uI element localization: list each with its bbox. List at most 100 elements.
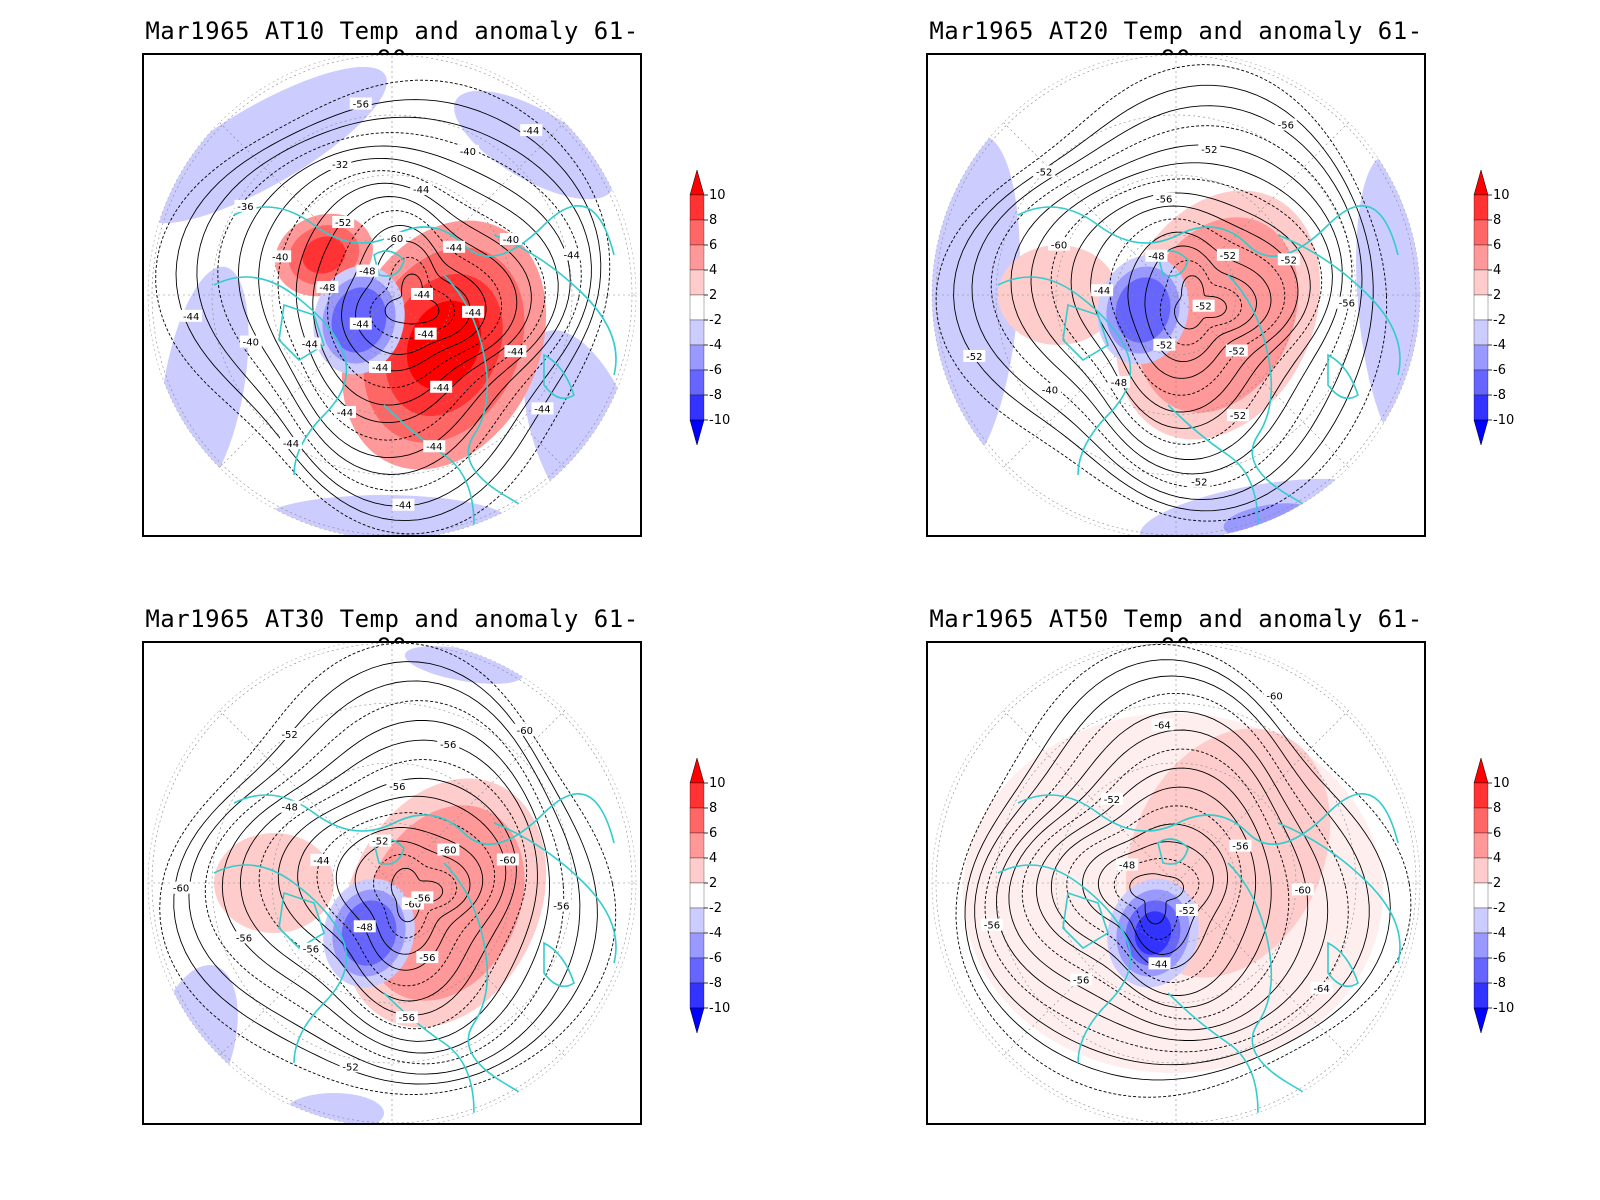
contour-label: -52 — [1175, 903, 1198, 917]
contour-label-text: -48 — [359, 267, 375, 278]
anomaly-cold-region — [284, 1093, 384, 1123]
contour-label-bg — [443, 240, 466, 253]
contour-label-bg — [1033, 165, 1056, 178]
contour-label-text: -56 — [389, 782, 405, 793]
colorbar-tip-max — [1473, 757, 1489, 784]
contour-label: -52 — [1277, 253, 1300, 266]
coastline-path — [1327, 941, 1359, 988]
colorbar-swatch — [1473, 269, 1489, 296]
contour-label-bg — [369, 361, 392, 374]
contour-label-bg — [1310, 981, 1333, 994]
contour-label-bg — [462, 305, 485, 318]
anomaly-cold-region — [254, 495, 514, 535]
contour-label-text: -60 — [387, 234, 403, 245]
temperature-contour — [258, 759, 528, 1030]
contour-label: -48 — [356, 264, 379, 278]
contour-label: -56 — [232, 931, 255, 944]
temperature-contour — [237, 145, 571, 475]
contour-label: -52 — [1100, 792, 1123, 806]
contour-label-text: -40 — [1042, 385, 1058, 396]
coastline-path — [1167, 404, 1259, 526]
temperature-contour — [354, 840, 471, 955]
latitude-circle — [151, 55, 633, 535]
coastline-path — [1062, 891, 1109, 950]
colorbar-swatch — [1473, 344, 1489, 371]
contour-label-bg — [333, 405, 356, 418]
colorbar-label: 8 — [709, 213, 717, 228]
latitude-circle — [1115, 234, 1237, 356]
contour-label: -60 — [437, 843, 460, 857]
contour-label-bg — [520, 124, 543, 137]
contour-label-text: -56 — [399, 1013, 415, 1024]
contour-label-text: -56 — [353, 100, 369, 111]
contour-label: -56 — [1153, 192, 1176, 206]
contour-label: -44 — [180, 309, 203, 323]
coastline-path — [1017, 793, 1399, 846]
contour-label-text: -64 — [1313, 984, 1329, 995]
temperature-contour — [1066, 805, 1242, 984]
colorbar-label: -4 — [1493, 926, 1506, 941]
temperature-contour — [1010, 144, 1343, 475]
colorbar-swatch — [1473, 294, 1489, 321]
latitude-circle — [935, 643, 1417, 1123]
contour-label-text: -60 — [517, 726, 533, 737]
temperature-contour — [196, 116, 592, 507]
contour-label: -44 — [410, 182, 433, 196]
contour-label: -44 — [298, 337, 321, 350]
contour-label-text: -48 — [1111, 378, 1127, 389]
contour-label-bg — [349, 97, 372, 110]
polar-map-svg: -60-56-56-52-48-56-56-60-44-48-52-52-56-… — [147, 643, 637, 1123]
contour-label-text: -56 — [414, 893, 430, 904]
coastline-path — [383, 404, 475, 526]
colorbar-swatch — [689, 857, 705, 884]
contour-label-bg — [504, 345, 527, 358]
coastline-path — [213, 276, 348, 476]
temperature-contour — [240, 739, 538, 1042]
contour-label-bg — [1107, 376, 1130, 389]
contour-label: -32 — [329, 157, 352, 171]
coastline-path — [373, 250, 405, 277]
contour-label-bg — [1277, 253, 1300, 266]
contour-label-bg — [239, 335, 262, 348]
contour-label-text: -52 — [335, 218, 351, 229]
colorbar-label: -6 — [1493, 363, 1506, 378]
contour-label-bg — [1229, 839, 1252, 852]
colorbar-tip-max — [689, 757, 705, 784]
contour-label-bg — [353, 920, 376, 933]
colorbar-swatch — [1473, 882, 1489, 909]
contour-label: -60 — [384, 232, 407, 245]
contour-label-bg — [411, 891, 434, 904]
coastline-path — [997, 276, 1132, 476]
temperature-contour — [355, 240, 471, 355]
colorbar-swatch — [689, 982, 705, 1009]
colorbar-swatch — [689, 832, 705, 859]
colorbar-swatch — [689, 394, 705, 421]
colorbar-tip-min — [689, 419, 705, 446]
anomaly-warm-region — [406, 300, 482, 390]
contour-label-bg — [1038, 383, 1061, 396]
meridian-line — [1003, 710, 1349, 1056]
colorbar-swatch — [1473, 782, 1489, 809]
contour-label-bg — [499, 232, 522, 245]
colorbar-label: -8 — [709, 976, 722, 991]
temperature-contour — [335, 827, 484, 971]
contour-label-text: -52 — [372, 837, 388, 848]
contour-label: -60 — [1291, 883, 1314, 896]
contour-label-bg — [1048, 238, 1071, 251]
contour-label: -44 — [1091, 284, 1114, 297]
latitude-circle — [271, 762, 513, 1004]
colorbar-label: -2 — [1493, 313, 1506, 328]
colorbar-tip-min — [689, 1007, 705, 1034]
coastline-path — [233, 793, 615, 846]
coastline-path — [1157, 838, 1189, 865]
contour-label: -52 — [278, 727, 301, 741]
contour-label-text: -56 — [1278, 120, 1294, 131]
contour-label: -40 — [269, 250, 292, 263]
colorbar: 10 8 6 4 2 -2 -4 -6 -8 -10 — [1472, 757, 1532, 1038]
contour-label: -44 — [430, 380, 453, 394]
contour-label-bg — [980, 918, 1003, 931]
contour-label-text: -40 — [272, 252, 288, 263]
contour-label: -44 — [531, 402, 554, 415]
contour-label-bg — [1145, 249, 1168, 262]
contour-label-bg — [278, 727, 301, 740]
